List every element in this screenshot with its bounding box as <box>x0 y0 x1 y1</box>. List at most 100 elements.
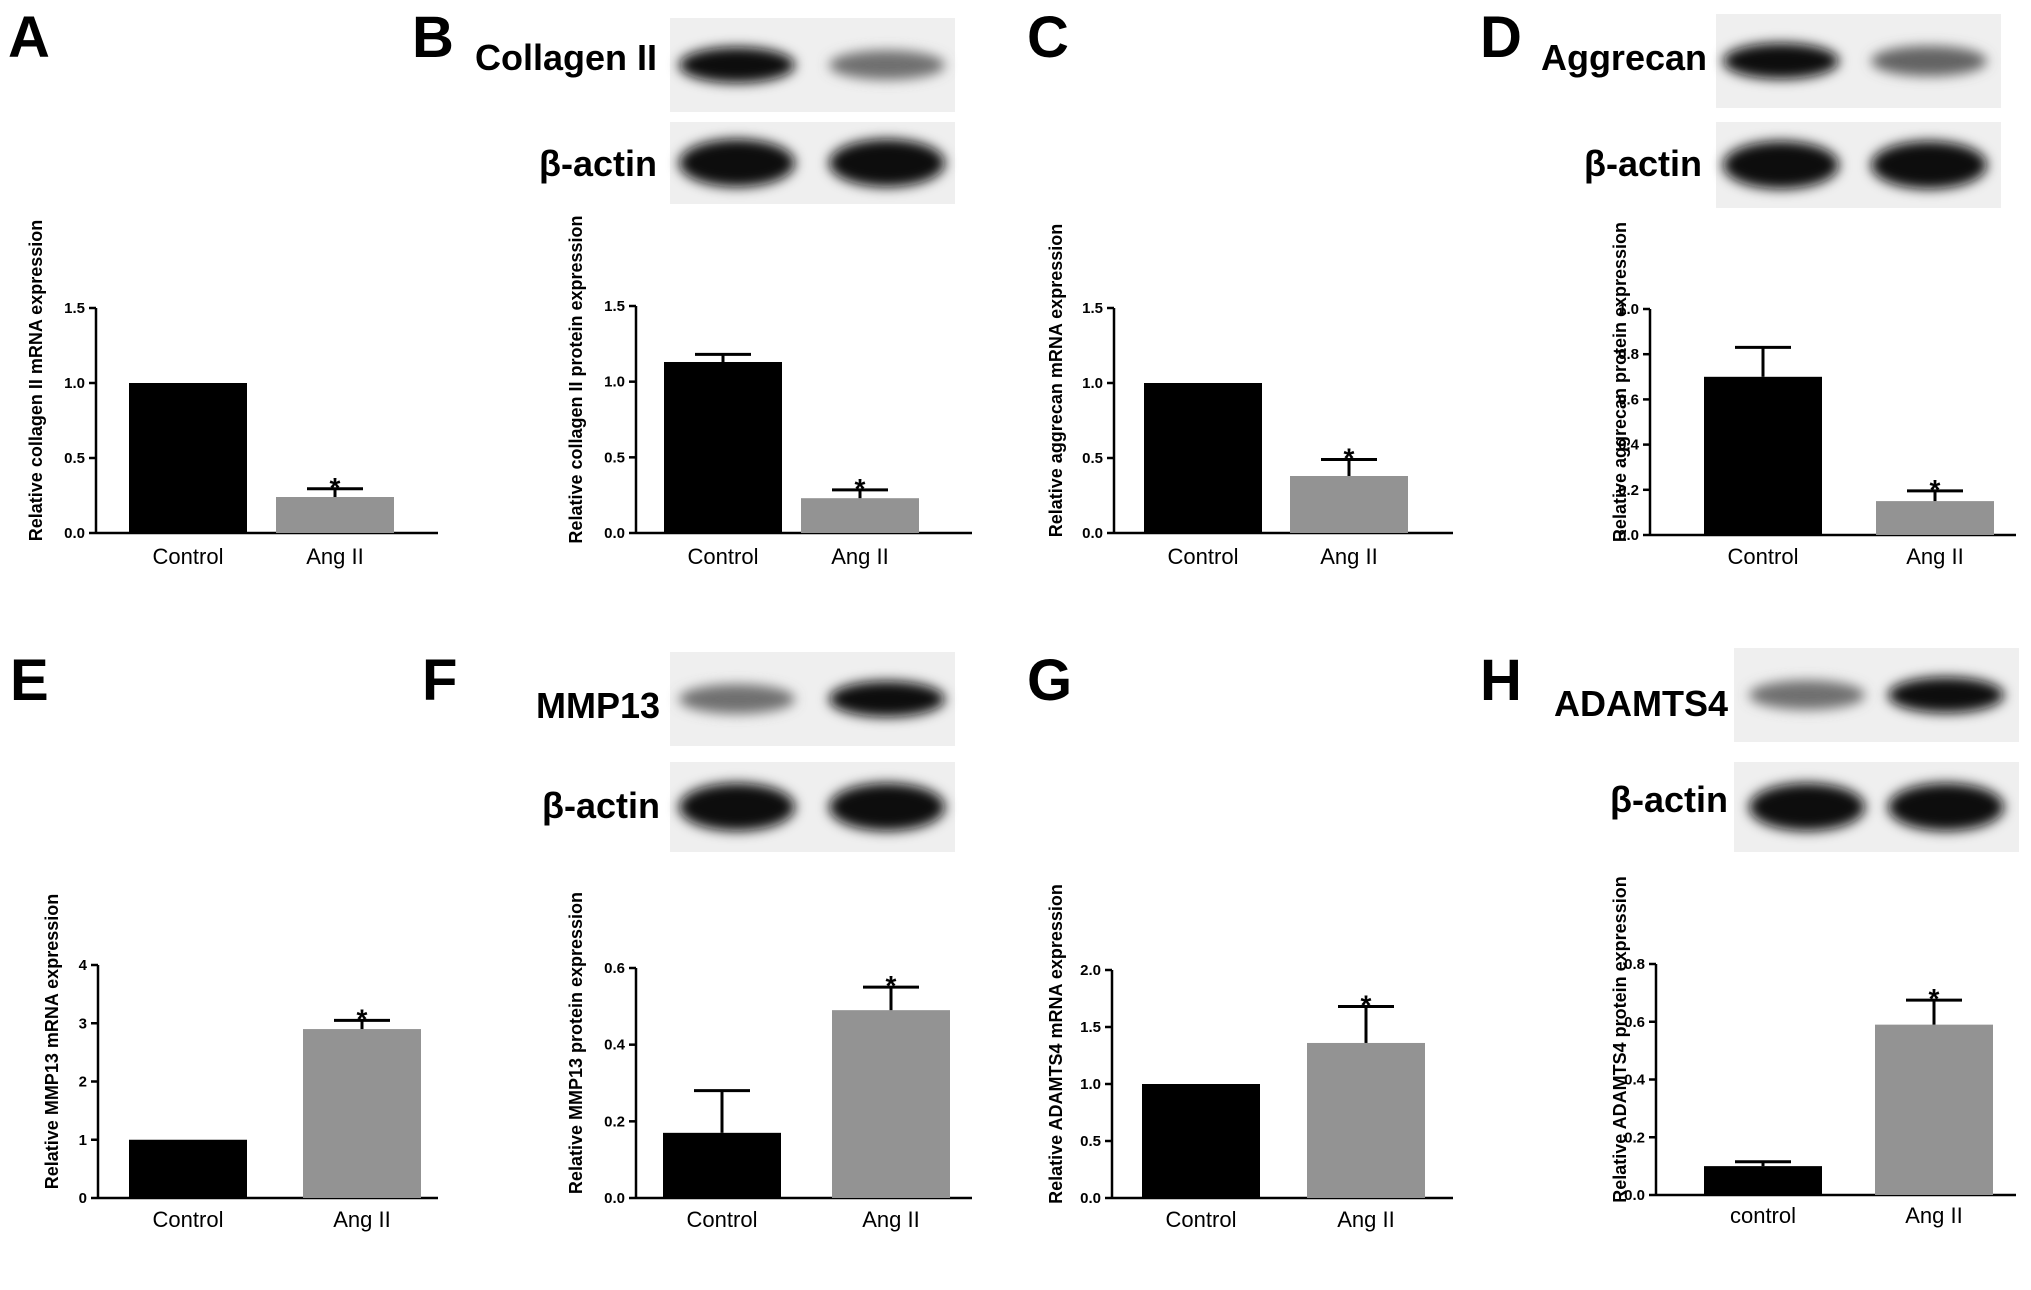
blot-d-loading-label: β-actin <box>1584 143 1702 184</box>
chart-h-y-tick-label: 0.8 <box>1624 956 1645 973</box>
blot-d-loading-band-1 <box>1723 141 1839 189</box>
chart-d-y-tick-label: 0.4 <box>1618 437 1640 454</box>
chart-c-y-tick-label: 0.0 <box>1082 525 1103 542</box>
chart-f-bar-1 <box>663 1132 781 1198</box>
chart-g-category-label-2: Ang II <box>1337 1207 1394 1232</box>
chart-d-y-tick-label: 0.0 <box>1618 527 1639 544</box>
panel-letter-c: C <box>1027 5 1069 70</box>
chart-g-bar-2 <box>1307 1042 1425 1198</box>
chart-f-y-tick-label: 0.2 <box>604 1113 625 1130</box>
chart-f-category-label-2: Ang II <box>862 1207 919 1232</box>
chart-a-y-tick-label: 1.5 <box>64 300 85 317</box>
chart-d-y-tick-label: 1.0 <box>1618 301 1639 318</box>
chart-d-y-tick-label: 0.8 <box>1618 346 1639 363</box>
chart-e-y-label: Relative MMP13 mRNA expression <box>42 894 62 1189</box>
chart-g-significance-2: * <box>1361 989 1372 1020</box>
blot-d: Aggrecan β-actin <box>1541 14 2001 208</box>
chart-e-y-tick-label: 0 <box>79 1190 87 1207</box>
chart-a-y-tick-label: 1.0 <box>64 375 85 392</box>
blot-b-target-band-1 <box>679 47 795 83</box>
blot-b: Collagen II β-actin <box>475 18 955 204</box>
panel-letter-f: F <box>422 648 457 713</box>
chart-e-bar-2 <box>303 1029 421 1198</box>
chart-c-y-tick-label: 1.5 <box>1082 300 1103 317</box>
chart-e-bar-1 <box>129 1139 247 1198</box>
chart-a-bar-2 <box>276 497 394 533</box>
panel-letter-g: G <box>1027 648 1072 713</box>
chart-a-y-tick-label: 0.5 <box>64 450 85 467</box>
blot-h-target-band-1 <box>1749 680 1865 710</box>
blot-h-loading-band-2 <box>1888 783 2004 831</box>
chart-d-bar-2 <box>1876 501 1994 535</box>
chart-e-y-tick-label: 2 <box>79 1074 87 1091</box>
chart-f-y-tick-label: 0.0 <box>604 1190 625 1207</box>
blot-f-target-band-2 <box>829 681 945 717</box>
blot-f-loading-band-1 <box>679 783 795 831</box>
chart-b-y-tick-label: 1.0 <box>604 374 625 391</box>
chart-e-y-tick-label: 4 <box>79 957 88 974</box>
chart-c-y-label: Relative aggrecan mRNA expression <box>1046 224 1066 537</box>
chart-g-category-label-1: Control <box>1166 1207 1237 1232</box>
chart-b-bar-2 <box>801 498 919 533</box>
chart-e-significance-2: * <box>357 1003 368 1034</box>
blot-d-target-band-2 <box>1871 45 1987 77</box>
chart-e-y-tick-label: 1 <box>79 1132 87 1149</box>
blot-f-target-band-1 <box>679 684 795 714</box>
blot-d-loading-band-2 <box>1871 141 1987 189</box>
blot-h-loading-band-1 <box>1749 783 1865 831</box>
chart-h-bar-2 <box>1875 1024 1993 1195</box>
blot-d-target-band-1 <box>1723 43 1839 79</box>
chart-h-y-tick-label: 0.2 <box>1624 1129 1645 1146</box>
chart-c-significance-2: * <box>1344 443 1355 474</box>
chart-d-bar-1 <box>1704 376 1822 535</box>
blot-h-target-label: ADAMTS4 <box>1554 683 1728 724</box>
chart-d-category-label-1: Control <box>1728 544 1799 569</box>
chart-e-category-label-2: Ang II <box>333 1207 390 1232</box>
chart-h-bar-1 <box>1704 1166 1822 1195</box>
chart-h-y-tick-label: 0.6 <box>1624 1014 1645 1031</box>
chart-f-y-tick-label: 0.6 <box>604 960 625 977</box>
chart-f-bar-2 <box>832 1010 950 1198</box>
chart-c-bar-1 <box>1144 383 1262 533</box>
panel-letter-e: E <box>10 648 49 713</box>
chart-f-y-tick-label: 0.4 <box>604 1037 626 1054</box>
blot-f-target-label: MMP13 <box>536 685 660 726</box>
chart-c-y-tick-label: 1.0 <box>1082 375 1103 392</box>
chart-a: 0.0 0.5 1.0 1.5 Relative collagen II mRNA ex… <box>26 220 438 569</box>
chart-h-y-label: Relative ADAMTS4 protein expression <box>1610 876 1630 1202</box>
blot-h-target-band-2 <box>1888 677 2004 713</box>
chart-g-bar-1 <box>1142 1084 1260 1198</box>
chart-d-y-tick-label: 0.6 <box>1618 391 1639 408</box>
blot-f-loading-label: β-actin <box>542 785 660 826</box>
chart-c-bar-2 <box>1290 476 1408 533</box>
chart-c-category-label-2: Ang II <box>1320 544 1377 569</box>
chart-f-y-label: Relative MMP13 protein expression <box>566 892 586 1194</box>
blot-b-target-label: Collagen II <box>475 37 657 78</box>
chart-f-significance-2: * <box>886 970 897 1001</box>
chart-f-category-label-1: Control <box>687 1207 758 1232</box>
chart-g-y-tick-label: 2.0 <box>1080 962 1101 979</box>
chart-a-significance-2: * <box>330 472 341 503</box>
chart-g-y-tick-label: 1.5 <box>1080 1019 1101 1036</box>
chart-h-significance-2: * <box>1929 983 1940 1014</box>
blot-b-target-band-2 <box>829 50 945 80</box>
blot-f-loading-band-2 <box>829 783 945 831</box>
panel-letter-b: B <box>412 5 454 70</box>
chart-b-y-label: Relative collagen II protein expression <box>566 215 586 543</box>
chart-e-category-label-1: Control <box>153 1207 224 1232</box>
chart-g-y-tick-label: 0.0 <box>1080 1190 1101 1207</box>
chart-f: 0.0 0.2 0.4 0.6 Relative MMP13 protein expre… <box>566 892 972 1232</box>
chart-h-category-label-1: control <box>1730 1203 1796 1228</box>
chart-a-y-label: Relative collagen II mRNA expression <box>26 220 46 541</box>
chart-d-y-label: Relative aggrecan protein expression <box>1610 222 1630 542</box>
panel-letter-d: D <box>1480 5 1522 70</box>
blot-h: ADAMTS4 β-actin <box>1554 648 2019 852</box>
chart-g: 0.0 0.5 1.0 1.5 2.0 Relative ADAMTS4 mRNA exp… <box>1046 884 1453 1232</box>
blot-b-loading-band-2 <box>829 139 945 187</box>
chart-g-y-tick-label: 1.0 <box>1080 1076 1101 1093</box>
chart-e-y-tick-label: 3 <box>79 1015 87 1032</box>
chart-b-bar-1 <box>664 361 782 533</box>
blot-b-loading-label: β-actin <box>539 143 657 184</box>
